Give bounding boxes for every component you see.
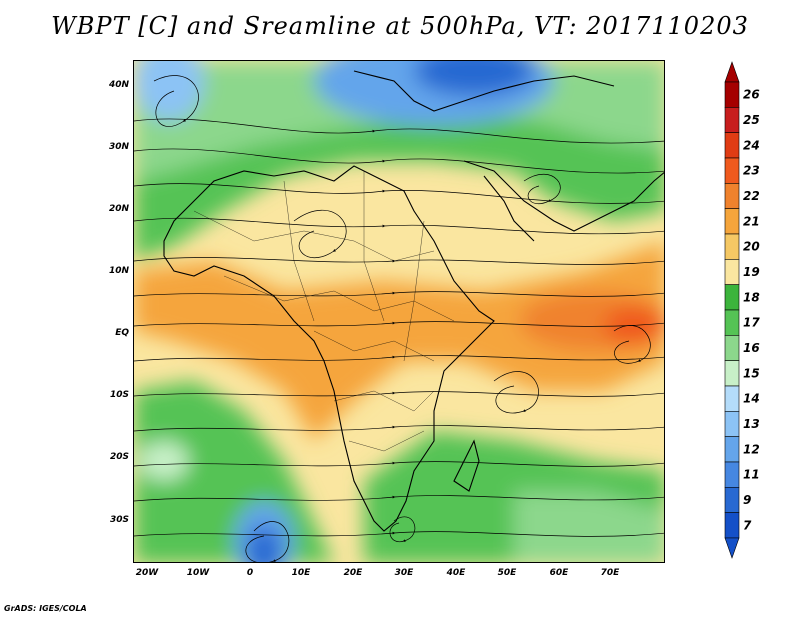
lat-label: EQ (115, 328, 129, 338)
cold-core-north-center (414, 61, 534, 96)
lon-label: 50E (497, 568, 517, 578)
wbpt-16-band-southeast (514, 491, 664, 562)
colorbar-min-arrow (724, 537, 740, 559)
chart-title: WBPT [C] and Sreamline at 500hPa, VT: 20… (51, 12, 749, 40)
colorbar-label: 20 (743, 240, 760, 254)
lat-label: 10S (109, 390, 129, 400)
colorbar-label: 24 (743, 138, 760, 152)
colorbar-swatch (724, 284, 740, 311)
lon-label: 10W (186, 568, 210, 578)
colorbar-swatch (724, 233, 740, 260)
colorbar-swatch (724, 81, 740, 108)
colorbar-label: 9 (743, 493, 751, 507)
colorbar-max-arrow (724, 61, 740, 83)
colorbar-label: 14 (743, 392, 760, 406)
colorbar-swatch (724, 461, 740, 488)
footer-credit: GrADS: IGES/COLA (4, 604, 87, 613)
lat-label: 20S (109, 452, 129, 462)
lon-label: 40E (446, 568, 466, 578)
colorbar-swatch (724, 487, 740, 513)
colorbar-swatch (724, 183, 740, 209)
lat-label: 30S (109, 515, 129, 525)
lat-label: 40N (108, 80, 129, 90)
colorbar-swatch (724, 157, 740, 184)
colorbar-swatch (724, 259, 740, 285)
colorbar-swatch (724, 411, 740, 437)
colorbar-label: 23 (743, 164, 760, 178)
lon-label: 20E (343, 568, 363, 578)
colorbar-label: 13 (743, 417, 760, 431)
colorbar-label: 18 (743, 290, 760, 304)
colorbar-swatch (724, 335, 740, 361)
country-borders (193, 171, 455, 452)
colorbar-label: 26 (743, 88, 760, 102)
colorbar-label: 16 (743, 341, 760, 355)
colorbar-swatch (724, 208, 740, 235)
lon-label: 20W (135, 568, 159, 578)
colorbar-swatch (724, 512, 740, 539)
wbpt-field (134, 61, 664, 562)
colorbar-label: 12 (743, 442, 760, 456)
lon-label: 10E (291, 568, 311, 578)
colorbar-label: 11 (743, 468, 760, 482)
wbpt-15-patch-southwest (139, 441, 189, 481)
streamlines (134, 75, 664, 562)
colorbar-label: 19 (743, 265, 760, 279)
lat-label: 30N (108, 142, 129, 152)
lon-label: 70E (600, 568, 620, 578)
colorbar-swatch (724, 309, 740, 336)
lat-label: 10N (108, 266, 129, 276)
colorbar-label: 21 (743, 214, 760, 228)
lon-label: 0 (246, 568, 254, 578)
colorbar-swatch (724, 107, 740, 133)
colorbar-label: 7 (743, 518, 752, 532)
colorbar: 26 25 24 23 22 21 20 19 18 17 16 15 14 13 12 11 9 7 (724, 61, 760, 559)
colorbar-label: 17 (743, 316, 760, 330)
map-plot-area (133, 60, 665, 563)
lat-label: 20N (108, 204, 129, 214)
lon-label: 60E (549, 568, 569, 578)
colorbar-swatch (724, 436, 740, 463)
cold-core-northwest (134, 61, 204, 121)
colorbar-label: 22 (743, 189, 760, 203)
colorbar-swatch (724, 360, 740, 387)
lon-label: 30E (394, 568, 414, 578)
colorbar-swatch (724, 132, 740, 159)
colorbar-swatch (724, 385, 740, 412)
colorbar-label: 15 (743, 366, 760, 380)
colorbar-label: 25 (743, 113, 760, 127)
coastlines (163, 70, 664, 532)
